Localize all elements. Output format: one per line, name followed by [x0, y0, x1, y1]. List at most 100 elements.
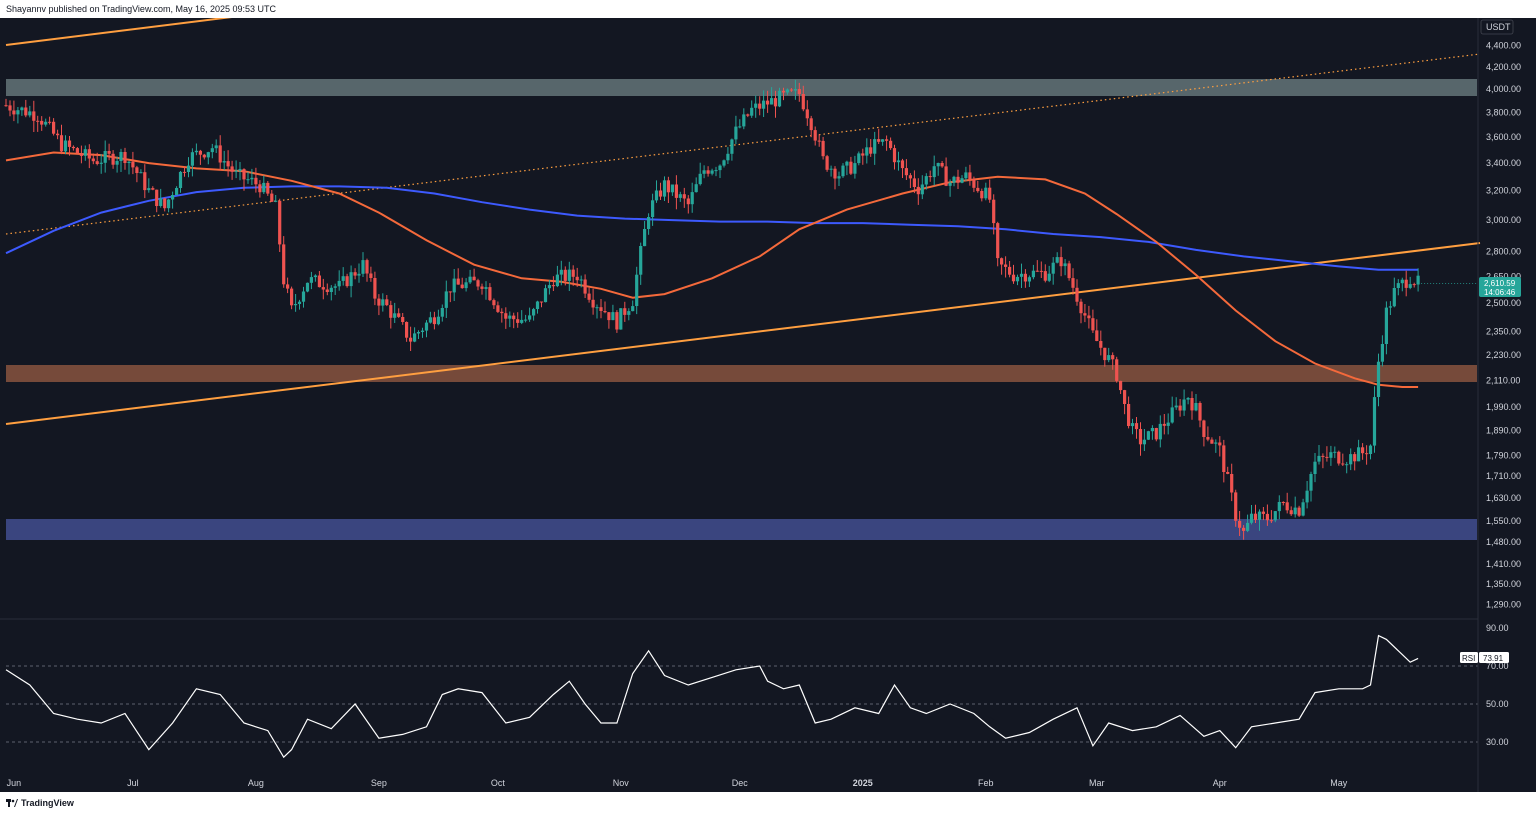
candle-body	[912, 178, 916, 187]
support-zone-orange	[6, 365, 1477, 382]
rsi-tick-label: 70.00	[1486, 661, 1509, 671]
candle-body	[294, 304, 298, 306]
candle-body	[857, 153, 861, 164]
candle-body	[103, 151, 107, 163]
price-tick-label: 2,110.00	[1486, 376, 1520, 386]
candle-body	[143, 172, 147, 191]
candle-body	[678, 194, 682, 198]
candle-body	[301, 291, 306, 302]
price-axis[interactable]: 4,400.00 4,200.00 4,000.00 3,800.00 3,600.00…	[1486, 41, 1521, 610]
last-price-value: 2,610.59	[1484, 279, 1516, 288]
time-tick-label: Sep	[371, 778, 387, 788]
candle-body	[1297, 507, 1301, 516]
candle-body	[535, 301, 540, 309]
candle-body	[290, 288, 294, 306]
candle-body	[706, 170, 710, 174]
candle-body	[377, 298, 381, 306]
candle-body	[222, 161, 226, 163]
candle-body	[1337, 451, 1341, 464]
candle-body	[738, 126, 742, 128]
candle-body	[1158, 423, 1162, 440]
candle-body	[381, 299, 385, 306]
candle-body	[647, 217, 651, 229]
candle-body	[1186, 398, 1190, 400]
candle-body	[194, 150, 198, 153]
candle-body	[234, 170, 238, 172]
candle-body	[416, 332, 421, 334]
candle-body	[853, 163, 857, 174]
candle-body	[658, 190, 663, 197]
candle-body	[1329, 452, 1333, 458]
candle-body	[639, 246, 643, 275]
candle-body	[91, 158, 95, 162]
candle-body	[992, 199, 996, 224]
candle-body	[1353, 454, 1357, 462]
candle-body	[1305, 490, 1309, 503]
candle-body	[1091, 318, 1095, 331]
candle-body	[1238, 520, 1242, 528]
candle-body	[662, 180, 667, 197]
price-tick-label: 1,890.00	[1486, 426, 1521, 436]
candle-body	[1349, 454, 1353, 465]
candle-body	[286, 284, 290, 289]
candle-body	[528, 315, 532, 320]
candle-body	[480, 286, 484, 289]
candle-body	[1031, 270, 1035, 278]
candle-body	[789, 89, 793, 91]
candle-body	[916, 186, 920, 195]
candle-body	[762, 100, 766, 109]
resistance-zone	[6, 79, 1477, 96]
candle-body	[892, 148, 897, 163]
candle-body	[952, 176, 956, 183]
candle-body	[1035, 270, 1039, 272]
candle-body	[24, 107, 28, 116]
candle-body	[409, 337, 413, 342]
candle-body	[682, 194, 686, 199]
price-chart[interactable]: 4,400.00 4,200.00 4,000.00 3,800.00 3,600.00…	[0, 18, 1536, 792]
support-zone-blue	[6, 519, 1477, 540]
candle-body	[12, 110, 16, 115]
candle-body	[694, 184, 698, 193]
candle-body	[976, 187, 980, 192]
candle-body	[1412, 284, 1416, 286]
candle-body	[4, 105, 8, 107]
price-tick-label: 3,800.00	[1486, 107, 1521, 117]
candle-body	[349, 272, 353, 287]
candle-body	[63, 140, 68, 152]
candle-body	[1341, 463, 1345, 465]
candle-body	[702, 170, 706, 174]
candle-body	[1261, 511, 1265, 514]
candle-body	[424, 322, 429, 331]
price-tick-label: 1,630.00	[1486, 493, 1521, 503]
price-tick-label: 2,350.00	[1486, 326, 1521, 336]
candle-body	[1087, 315, 1091, 319]
candle-body	[1265, 513, 1269, 521]
candle-body	[1289, 510, 1293, 515]
candle-body	[8, 105, 12, 111]
candle-body	[420, 330, 425, 332]
candle-body	[28, 111, 32, 116]
candle-body	[1301, 502, 1305, 516]
candle-body	[1170, 407, 1174, 423]
candle-body	[1119, 380, 1123, 391]
candle-body	[940, 163, 944, 167]
candle-body	[373, 278, 377, 299]
candle-body	[1309, 474, 1313, 491]
candle-body	[611, 312, 615, 321]
candle-body	[476, 280, 480, 287]
candle-body	[1202, 420, 1206, 437]
candle-body	[1365, 453, 1369, 455]
candle-body	[1182, 399, 1186, 411]
candle-body	[770, 98, 774, 105]
candle-body	[773, 98, 778, 107]
price-tick-label: 1,410.00	[1486, 559, 1521, 569]
time-tick-label: Aug	[248, 778, 264, 788]
trendlines-layer	[5, 18, 1481, 425]
candle-body	[865, 147, 869, 156]
time-axis[interactable]: Jun Jul Aug Sep Oct Nov Dec 2025 Feb Mar Apr May	[7, 778, 1348, 788]
candle-body	[984, 187, 988, 199]
candle-body	[226, 161, 230, 167]
candle-body	[944, 166, 948, 186]
candle-body	[274, 200, 278, 202]
candle-body	[488, 287, 492, 301]
